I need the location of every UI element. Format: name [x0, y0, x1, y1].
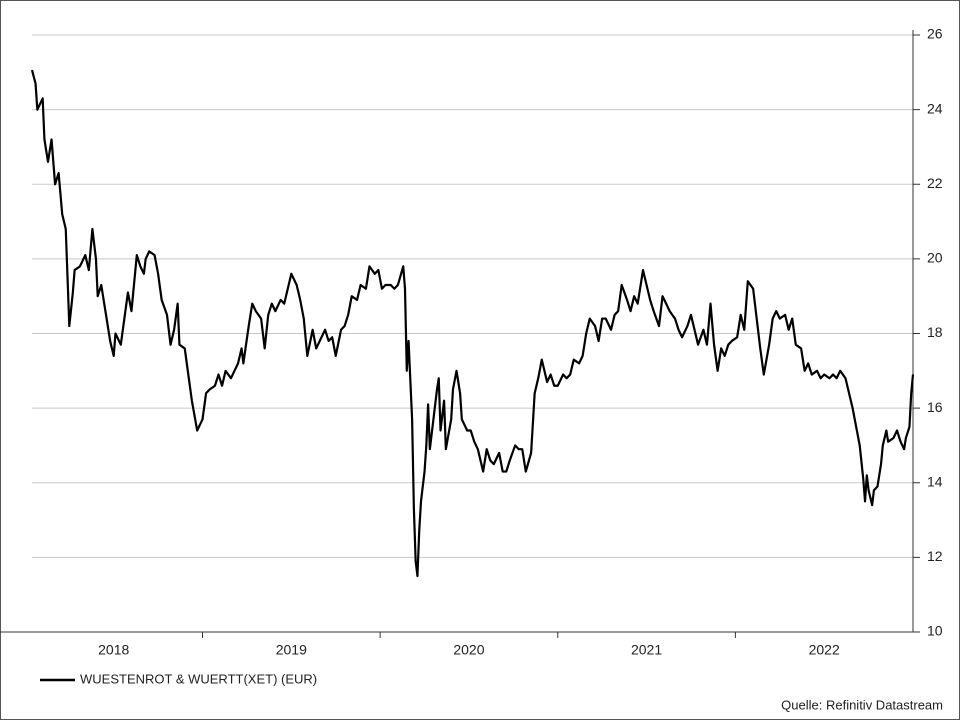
x-tick-label: 2019: [276, 642, 307, 658]
source-note: Quelle: Refinitiv Datastream: [781, 697, 943, 712]
legend-label: WUESTENROT & WUERTT(XET) (EUR): [80, 671, 317, 686]
x-tick-label: 2020: [453, 642, 484, 658]
y-tick-label: 16: [927, 399, 943, 415]
y-tick-label: 22: [927, 175, 943, 191]
y-tick-label: 14: [927, 473, 943, 489]
y-tick-label: 18: [927, 324, 943, 340]
y-tick-label: 10: [927, 623, 943, 639]
y-tick-label: 26: [927, 26, 943, 42]
y-tick-label: 24: [927, 100, 943, 116]
x-tick-label: 2022: [809, 642, 840, 658]
x-tick-label: 2018: [98, 642, 129, 658]
price-line: [30, 69, 915, 578]
y-tick-label: 20: [927, 250, 943, 266]
x-tick-label: 2021: [631, 642, 662, 658]
y-tick-label: 12: [927, 548, 943, 564]
